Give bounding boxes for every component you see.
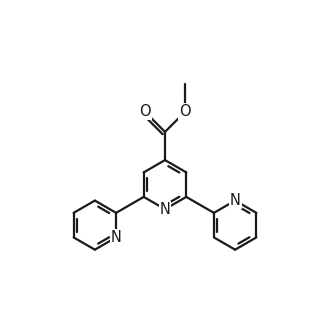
Text: N: N (230, 193, 241, 208)
Text: O: O (139, 104, 151, 119)
Text: N: N (160, 202, 170, 217)
Text: O: O (179, 104, 191, 119)
Text: N: N (111, 230, 121, 245)
